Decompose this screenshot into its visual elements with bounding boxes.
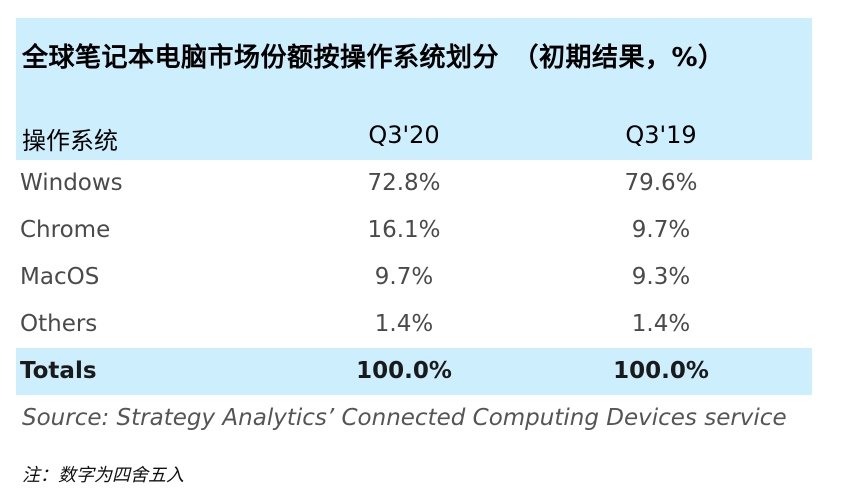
totals-q3-19-cell: 100.0% (613, 358, 709, 384)
rounding-note: 注：数字为四舍五入 (22, 465, 184, 486)
q3-20-value-cell: 9.7% (374, 264, 434, 290)
table-row-totals: Totals 100.0% 100.0% (16, 348, 812, 395)
table-title: 全球笔记本电脑市场份额按操作系统划分 （初期结果，%） (22, 43, 725, 73)
column-header-os: 操作系统 (22, 127, 118, 155)
os-name-cell: Others (20, 311, 98, 337)
column-header-q3-20: Q3'20 (368, 121, 440, 149)
os-name-cell: MacOS (20, 264, 100, 290)
table-row-others: Others 1.4% 1.4% (16, 301, 812, 348)
q3-20-value-cell: 16.1% (367, 217, 441, 243)
q3-19-value-cell: 1.4% (631, 311, 691, 337)
q3-20-value-cell: 1.4% (374, 311, 434, 337)
q3-19-value-cell: 79.6% (624, 170, 698, 196)
os-name-cell: Chrome (20, 217, 111, 243)
table-row-chrome: Chrome 16.1% 9.7% (16, 207, 812, 254)
table-row-macos: MacOS 9.7% 9.3% (16, 254, 812, 301)
column-header-q3-19: Q3'19 (625, 121, 697, 149)
q3-20-value-cell: 72.8% (367, 170, 441, 196)
totals-q3-20-cell: 100.0% (356, 358, 452, 384)
q3-19-value-cell: 9.3% (631, 264, 691, 290)
table-row-windows: Windows 72.8% 79.6% (16, 160, 812, 207)
q3-19-value-cell: 9.7% (631, 217, 691, 243)
table-header-band: 全球笔记本电脑市场份额按操作系统划分 （初期结果，%） 操作系统 Q3'20 Q… (16, 18, 812, 160)
source-caption: Source: Strategy Analytics’ Connected Co… (22, 405, 787, 431)
os-name-cell: Windows (20, 170, 123, 196)
totals-label-cell: Totals (20, 358, 97, 384)
market-share-table: 全球笔记本电脑市场份额按操作系统划分 （初期结果，%） 操作系统 Q3'20 Q… (16, 18, 812, 395)
